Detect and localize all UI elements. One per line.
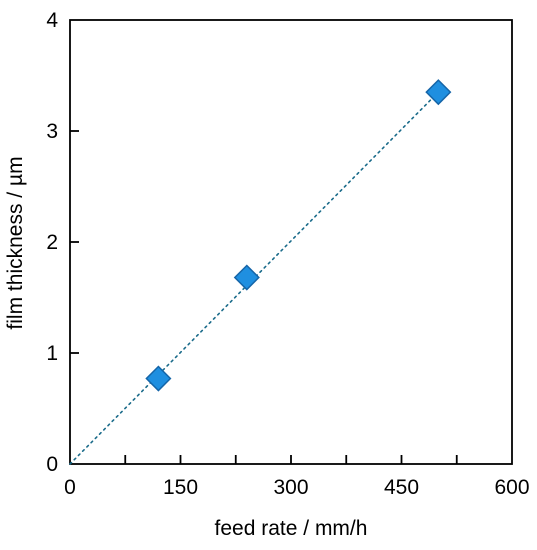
y-tick-label: 0 bbox=[46, 453, 58, 476]
x-tick-label: 600 bbox=[494, 476, 529, 499]
x-tick-label: 450 bbox=[384, 476, 419, 499]
x-axis-label: feed rate / mm/h bbox=[215, 517, 368, 540]
y-tick-label: 2 bbox=[46, 231, 58, 254]
y-axis-label: film thickness / µm bbox=[4, 156, 27, 329]
data-point-diamond bbox=[145, 365, 172, 392]
x-tick-label: 300 bbox=[273, 476, 308, 499]
y-tick-label: 4 bbox=[46, 9, 58, 32]
data-point-diamond bbox=[425, 79, 452, 106]
x-tick-label: 0 bbox=[64, 476, 76, 499]
y-tick-label: 3 bbox=[46, 120, 58, 143]
x-tick-label: 150 bbox=[163, 476, 198, 499]
y-tick-label: 1 bbox=[46, 342, 58, 365]
data-point-diamond bbox=[233, 264, 260, 291]
